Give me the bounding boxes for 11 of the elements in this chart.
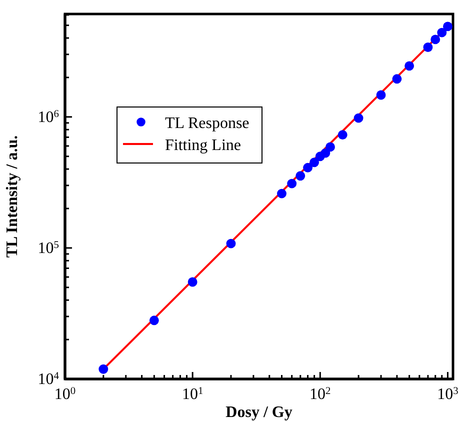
x-axis-title: Dosy / Gy	[226, 404, 292, 421]
legend-label: TL Response	[165, 115, 250, 132]
x-tick-label: 10$^{1}$	[182, 386, 204, 403]
y-tick-label: 10$^{4}$	[38, 370, 60, 388]
y-tick-label: 10$^{5}$	[38, 239, 59, 257]
y-axis-title: TL Intensity / a.u.	[4, 135, 21, 258]
legend-label: Fitting Line	[165, 137, 241, 154]
x-tick-label: 10$^{2}$	[310, 386, 331, 403]
x-tick-label: 10$^{3}$	[437, 386, 458, 403]
x-tick-label: 10$^{0}$	[54, 386, 76, 403]
y-tick-label: 10$^{6}$	[38, 108, 59, 126]
